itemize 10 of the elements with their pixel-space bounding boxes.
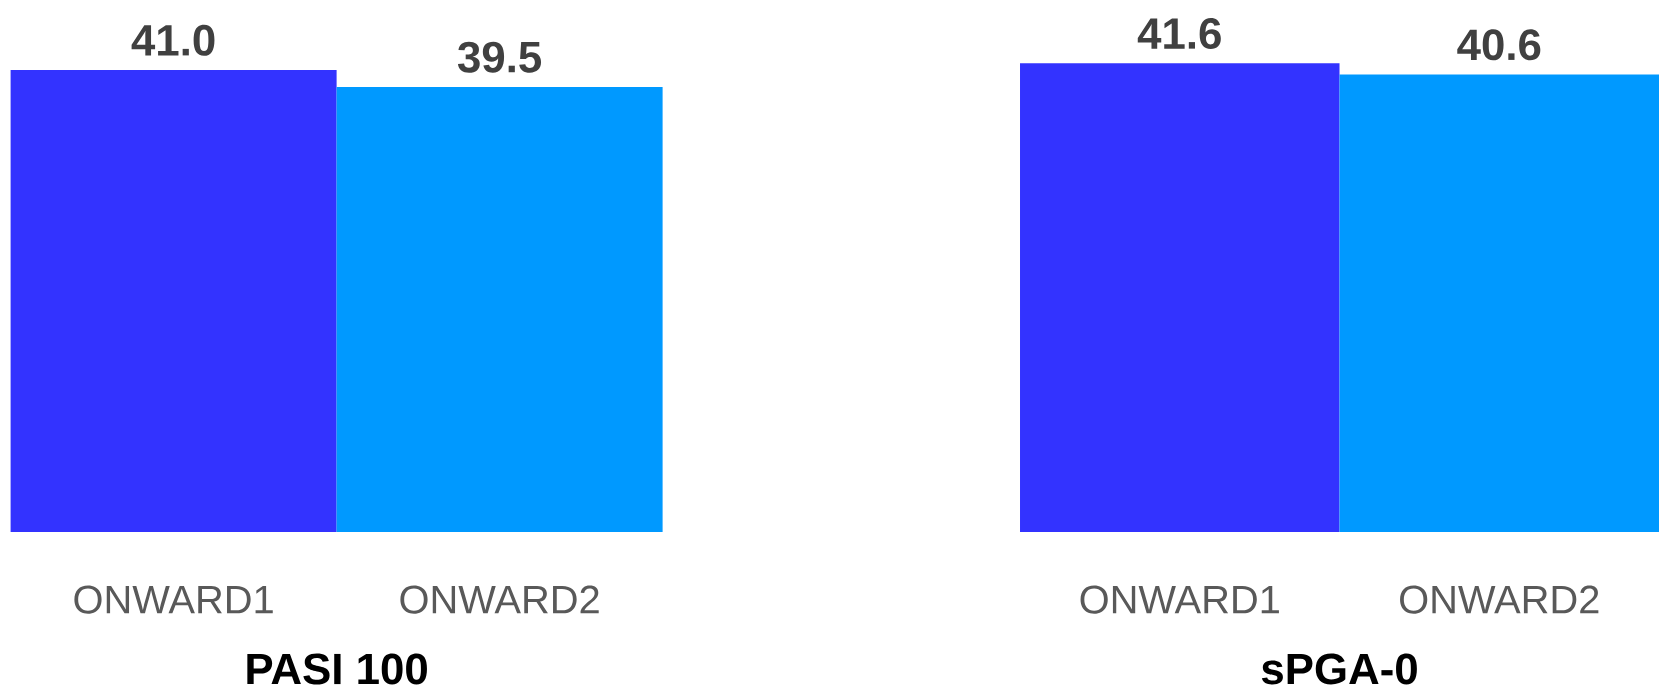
x-axis-title: PASI 100 [247, 653, 427, 685]
x-tick-label: ONWARD2 [400, 585, 599, 614]
data-label: 40.6 [1457, 29, 1541, 61]
data-label: 41.6 [1137, 18, 1221, 50]
x-tick-label: ONWARD1 [1080, 585, 1279, 614]
x-axis-title: sPGA-0 [1261, 653, 1417, 685]
x-tick-label: ONWARD2 [1400, 585, 1599, 614]
data-label: 39.5 [457, 41, 542, 73]
x-tick-label: ONWARD1 [74, 585, 273, 614]
data-label: 41.0 [131, 24, 215, 56]
